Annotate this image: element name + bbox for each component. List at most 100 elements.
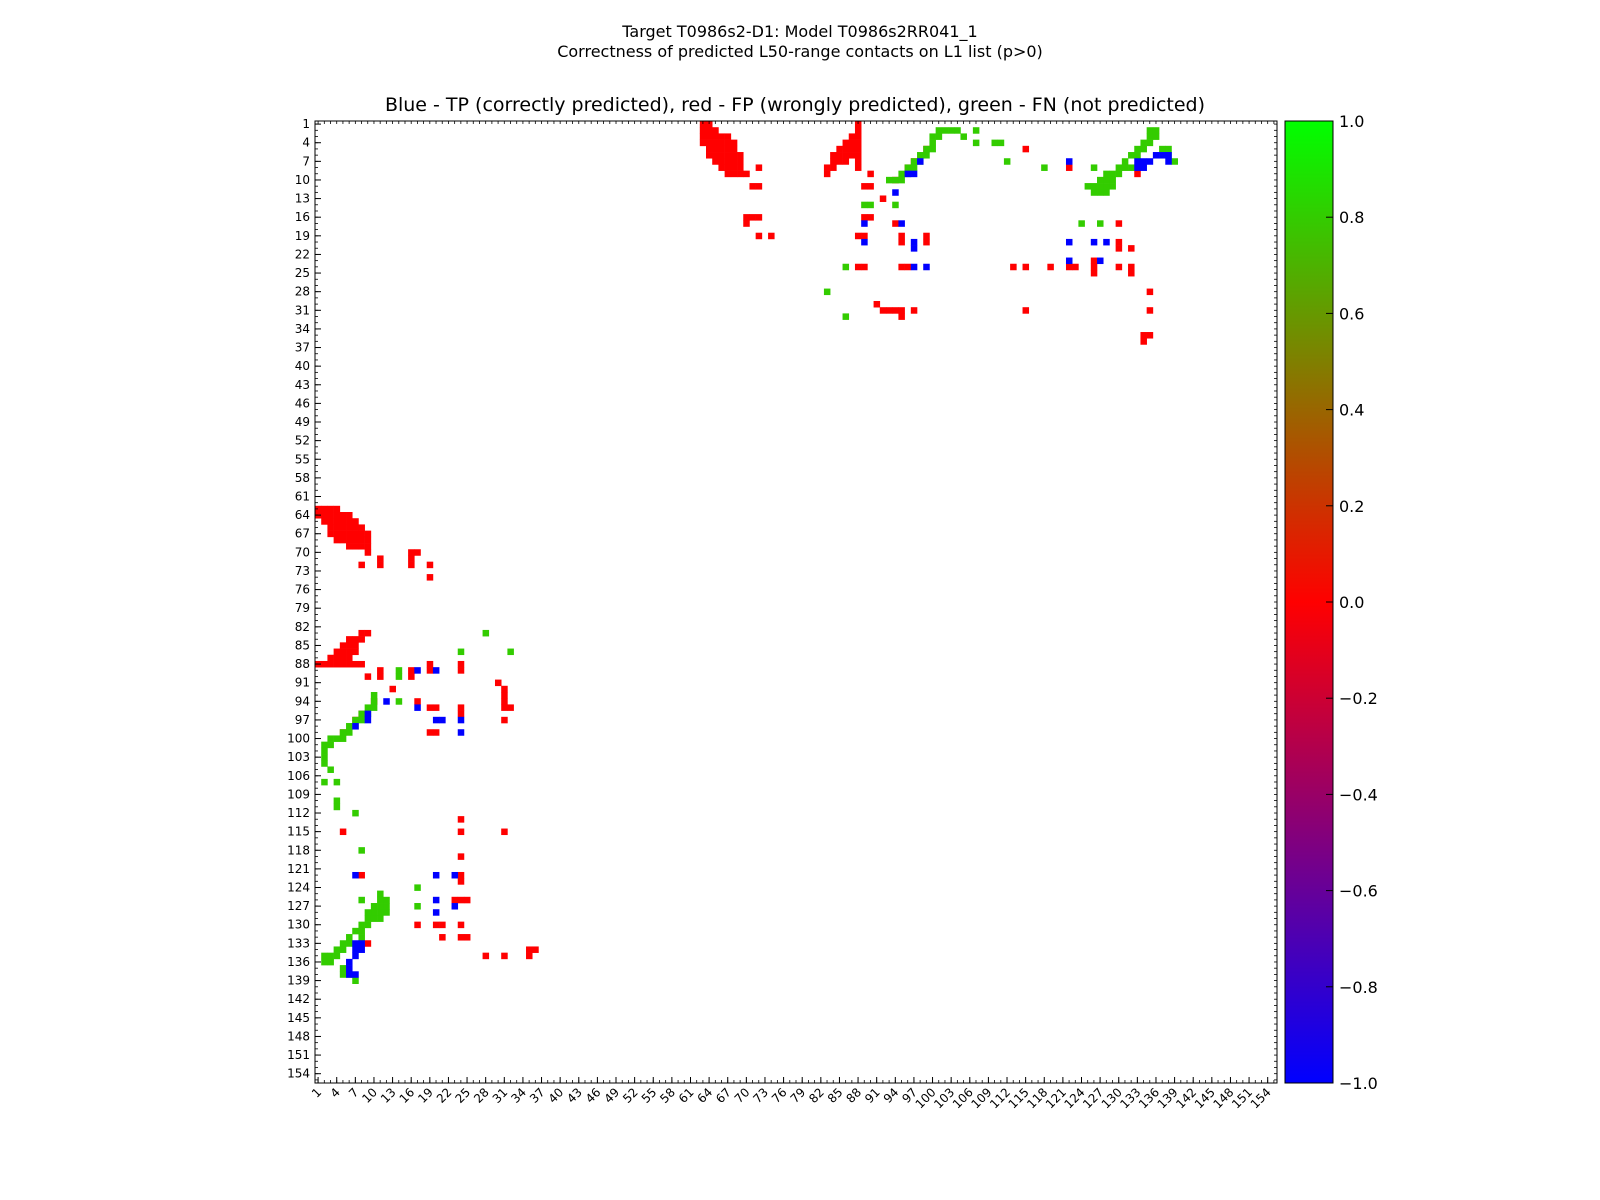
- fn-contact-cell: [929, 133, 936, 140]
- tp-contact-cell: [352, 871, 359, 879]
- fn-contact-cell: [929, 139, 936, 147]
- fn-contact-cell: [1152, 133, 1160, 140]
- fp-contact-cell: [1128, 245, 1135, 252]
- fp-contact-cell: [737, 152, 744, 159]
- fn-contact-cell: [1165, 145, 1172, 153]
- fp-contact-cell: [358, 543, 365, 550]
- fp-contact-cell: [854, 152, 862, 159]
- fp-contact-cell: [346, 543, 353, 550]
- y-tick-label: 136: [287, 955, 310, 969]
- fn-contact-cell: [1121, 158, 1129, 165]
- y-tick-label: 31: [295, 303, 310, 317]
- fn-contact-cell: [917, 152, 924, 159]
- fp-contact-cell: [358, 629, 365, 637]
- fp-contact-cell: [755, 232, 763, 240]
- fp-contact-cell: [854, 145, 862, 153]
- fn-contact-cell: [395, 673, 403, 680]
- fp-contact-cell: [327, 654, 334, 662]
- fn-contact-cell: [910, 158, 918, 165]
- fp-contact-cell: [879, 195, 887, 202]
- fp-contact-cell: [718, 164, 725, 171]
- fp-contact-cell: [699, 133, 707, 140]
- fn-contact-cell: [1134, 152, 1141, 159]
- y-tick-label: 43: [295, 378, 310, 392]
- y-tick-label: 97: [295, 713, 310, 727]
- fp-contact-cell: [339, 828, 347, 836]
- fp-contact-cell: [1010, 263, 1017, 271]
- x-tick-label: 16: [397, 1085, 418, 1106]
- y-tick-label: 154: [287, 1067, 310, 1081]
- x-tick-label: 94: [881, 1085, 902, 1106]
- tp-contact-cell: [1103, 238, 1110, 246]
- y-tick-label: 106: [287, 769, 310, 783]
- fp-contact-cell: [861, 232, 868, 240]
- fp-contact-cell: [358, 871, 365, 879]
- fp-contact-cell: [352, 642, 359, 649]
- y-tick-label: 16: [295, 210, 310, 224]
- fp-contact-cell: [457, 660, 465, 668]
- fn-contact-cell: [923, 152, 930, 159]
- fp-contact-cell: [408, 561, 415, 569]
- fn-contact-cell: [333, 797, 341, 805]
- x-tick-label: 58: [657, 1085, 678, 1106]
- fn-contact-cell: [327, 735, 334, 742]
- tp-contact-cell: [910, 238, 918, 246]
- fp-contact-cell: [358, 636, 365, 643]
- y-tick-label: 139: [287, 974, 310, 988]
- fn-contact-cell: [377, 896, 384, 904]
- fp-contact-cell: [830, 164, 837, 171]
- y-tick-label: 115: [287, 825, 310, 839]
- tp-contact-cell: [457, 729, 465, 736]
- fp-contact-cell: [854, 263, 862, 271]
- fp-contact-cell: [327, 660, 334, 668]
- fp-contact-cell: [339, 654, 347, 662]
- x-tick-label: 49: [601, 1085, 622, 1106]
- colorbar-tick-label: 1.0: [1339, 112, 1364, 131]
- fn-contact-cell: [358, 934, 365, 941]
- x-tick-label: 34: [508, 1085, 529, 1106]
- fp-contact-cell: [892, 220, 899, 227]
- x-tick-label: 1: [309, 1085, 324, 1100]
- fp-contact-cell: [730, 145, 738, 153]
- fn-contact-cell: [377, 915, 384, 922]
- fp-contact-cell: [408, 673, 415, 680]
- tp-contact-cell: [432, 871, 440, 879]
- tp-contact-cell: [432, 909, 440, 916]
- x-tick-label: 79: [788, 1085, 809, 1106]
- x-tick-label: 154: [1248, 1085, 1274, 1111]
- fp-contact-cell: [1115, 263, 1123, 271]
- fp-contact-cell: [358, 530, 365, 538]
- y-tick-label: 67: [295, 527, 310, 541]
- tp-contact-cell: [910, 263, 918, 271]
- fp-contact-cell: [724, 145, 732, 153]
- fn-contact-cell: [991, 139, 999, 147]
- fp-contact-cell: [339, 512, 347, 519]
- fn-contact-cell: [321, 952, 328, 960]
- tp-contact-cell: [358, 940, 365, 947]
- fp-contact-cell: [501, 716, 508, 724]
- fp-contact-cell: [358, 660, 365, 668]
- fp-contact-cell: [364, 530, 372, 538]
- fp-contact-cell: [836, 158, 843, 165]
- fp-contact-cell: [1065, 164, 1073, 171]
- fp-contact-cell: [321, 518, 328, 525]
- fn-contact-cell: [892, 176, 899, 184]
- fp-contact-cell: [712, 158, 719, 165]
- fp-contact-cell: [364, 543, 372, 550]
- fp-contact-cell: [743, 220, 750, 227]
- fn-contact-cell: [370, 909, 378, 916]
- fp-contact-cell: [352, 660, 359, 668]
- x-tick-label: 64: [695, 1085, 716, 1106]
- x-tick-label: 85: [825, 1085, 846, 1106]
- fn-contact-cell: [352, 977, 359, 984]
- fn-contact-cell: [339, 971, 347, 978]
- fp-contact-cell: [724, 152, 732, 159]
- colorbar-tick-label: 0.4: [1339, 401, 1364, 420]
- x-tick-label: 67: [713, 1085, 734, 1106]
- fp-contact-cell: [1022, 307, 1030, 314]
- fn-contact-cell: [352, 716, 359, 724]
- fp-contact-cell: [842, 139, 850, 147]
- fp-contact-cell: [861, 263, 868, 271]
- colorbar-tick-label: −1.0: [1339, 1074, 1378, 1093]
- fp-contact-cell: [706, 121, 713, 128]
